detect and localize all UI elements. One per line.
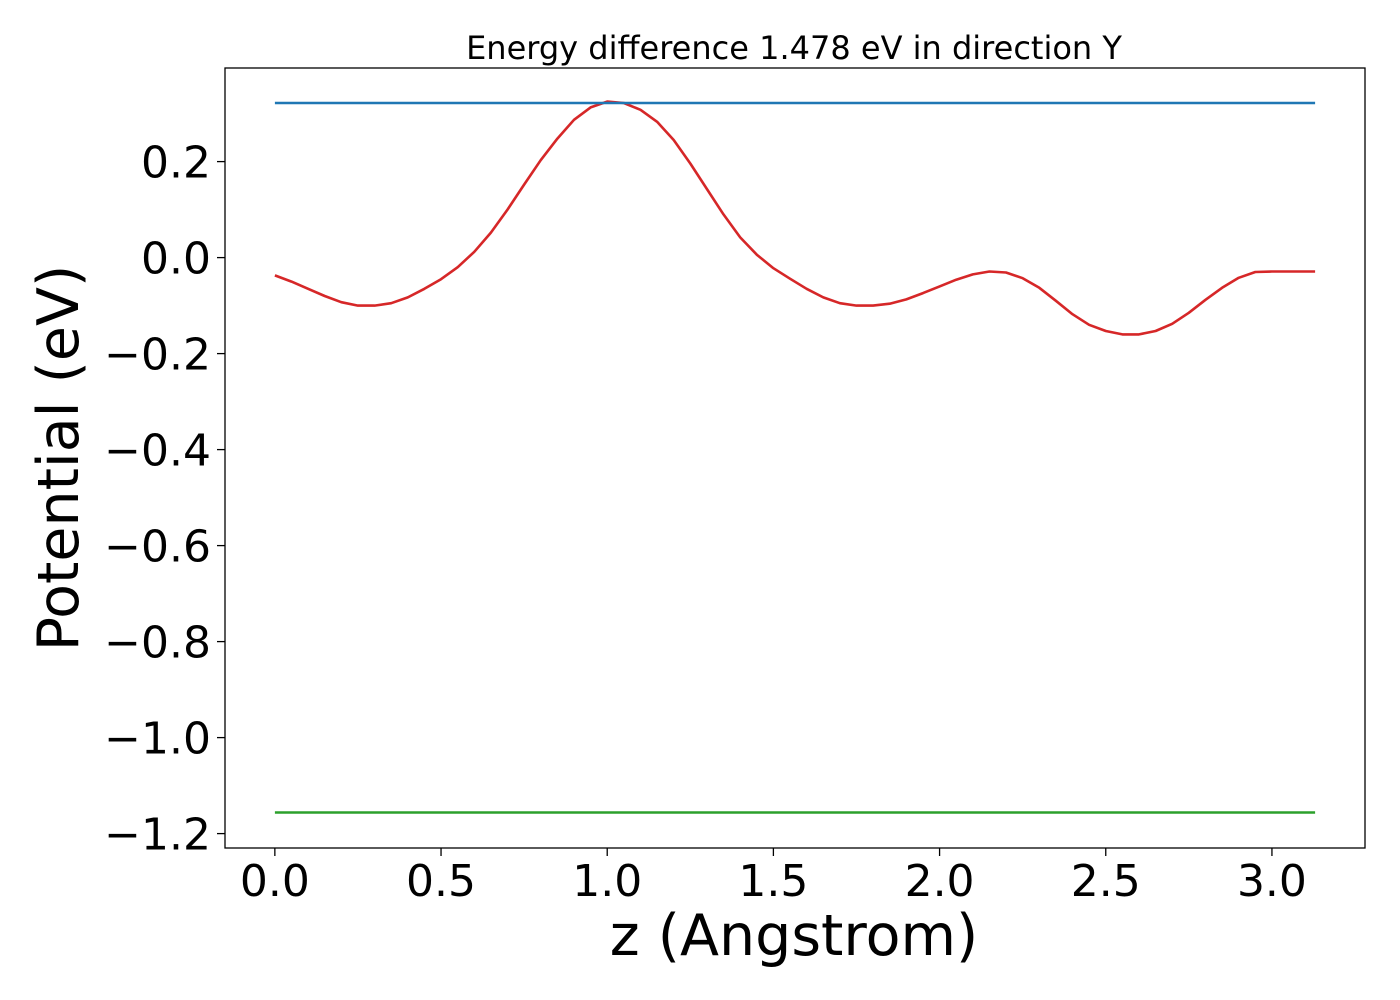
x-axis-label: z (Angstrom) [610, 903, 978, 969]
y-axis-label: Potential (eV) [26, 265, 92, 651]
y-tick-label: −0.6 [104, 522, 211, 573]
x-tick-label: 1.5 [738, 856, 808, 907]
x-tick-label: 2.5 [1071, 856, 1141, 907]
y-tick-label: −0.8 [104, 618, 211, 669]
x-tick-label: 2.0 [905, 856, 975, 907]
plot-frame [224, 67, 1366, 849]
y-tick-label: −0.2 [104, 330, 211, 381]
x-axis: 0.0 0.5 1.0 1.5 2.0 2.5 3.0 [240, 848, 1307, 907]
y-tick-label: −1.0 [104, 714, 211, 765]
x-tick-label: 3.0 [1237, 856, 1307, 907]
x-tick-label: 0.5 [406, 856, 476, 907]
y-tick-label: 0.0 [141, 234, 211, 285]
chart-title: Energy difference 1.478 eV in direction … [466, 29, 1122, 67]
y-tick-label: 0.2 [141, 138, 211, 189]
series-layer [274, 100, 1316, 814]
y-tick-label: −0.4 [104, 426, 211, 477]
y-tick-label: −1.2 [104, 810, 211, 861]
potential-series-line [274, 100, 1316, 336]
x-tick-label: 1.0 [572, 856, 642, 907]
x-tick-label: 0.0 [240, 856, 310, 907]
y-axis: 0.2 0.0 −0.2 −0.4 −0.6 −0.8 −1.0 −1.2 [104, 138, 225, 861]
